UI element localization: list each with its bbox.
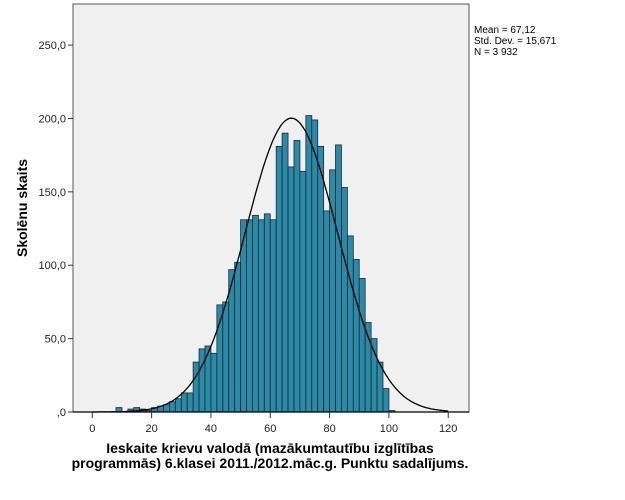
- histogram-bar: [323, 210, 330, 413]
- stat-n: N = 3 932: [474, 47, 518, 58]
- stat-mean: Mean = 67,12: [474, 25, 536, 36]
- x-tick-label: 0: [89, 423, 95, 435]
- histogram-bar: [358, 278, 366, 413]
- y-axis-label: Skolēnu skaits: [14, 159, 30, 257]
- x-tick-label: 80: [323, 423, 335, 435]
- x-tick-label: 20: [145, 423, 157, 435]
- histogram-bar: [269, 219, 277, 413]
- histogram-bar: [281, 132, 289, 413]
- histogram-bar: [370, 338, 378, 413]
- histogram-bar: [186, 392, 194, 413]
- histogram-bar: [382, 388, 390, 413]
- histogram-bar: [169, 401, 176, 413]
- histogram-bar: [246, 219, 253, 413]
- histogram-bar: [293, 140, 301, 413]
- y-tick-label: 200,0: [38, 113, 66, 125]
- histogram-bar: [352, 258, 360, 413]
- histogram-bar: [287, 166, 295, 413]
- y-tick-label: 250,0: [38, 40, 66, 52]
- axes: ,0 50,0 100,0 150,0 200,0 250,0 0 20 40 60 80 100 12…: [38, 40, 469, 435]
- y-tick-label: 50,0: [45, 334, 66, 346]
- histogram-bar: [311, 119, 319, 413]
- histogram-bar: [204, 345, 212, 413]
- histogram-bar: [174, 398, 182, 413]
- stat-std-dev: Std. Dev. = 15,671: [474, 36, 557, 47]
- y-tick-label: ,0: [57, 407, 66, 419]
- histogram-bar: [305, 115, 313, 413]
- x-tick-label: 40: [205, 423, 217, 435]
- histogram-bar: [252, 214, 259, 413]
- histogram-bar: [234, 261, 241, 413]
- y-tick-label: 150,0: [38, 187, 66, 199]
- stats-legend: Mean = 67,12 Std. Dev. = 15,671 N = 3 93…: [474, 25, 556, 58]
- histogram-bar: [192, 361, 200, 413]
- histogram-bar: [317, 145, 325, 413]
- histogram-bar: [198, 348, 206, 413]
- histogram-bar: [299, 170, 307, 413]
- x-tick-label: 100: [380, 423, 398, 435]
- histogram-bar: [257, 219, 265, 413]
- histogram-bar: [180, 392, 188, 413]
- histogram-bar: [222, 301, 230, 413]
- histogram-bar: [376, 361, 384, 413]
- x-tick-label: 120: [439, 423, 457, 435]
- histogram-bar: [275, 145, 283, 413]
- histogram-bar: [346, 235, 354, 413]
- x-tick-label: 60: [264, 423, 276, 435]
- histogram-bar: [163, 404, 170, 413]
- x-axis-label: Ieskaite krievu valodā (mazākumtautību i…: [71, 440, 469, 471]
- normal-curve: [92, 117, 449, 413]
- histogram-bar: [210, 352, 218, 413]
- histogram-bar: [341, 187, 348, 413]
- histogram-bar: [335, 144, 342, 413]
- y-tick-label: 100,0: [38, 260, 66, 272]
- bars: [115, 115, 396, 413]
- histogram-bar: [263, 213, 271, 413]
